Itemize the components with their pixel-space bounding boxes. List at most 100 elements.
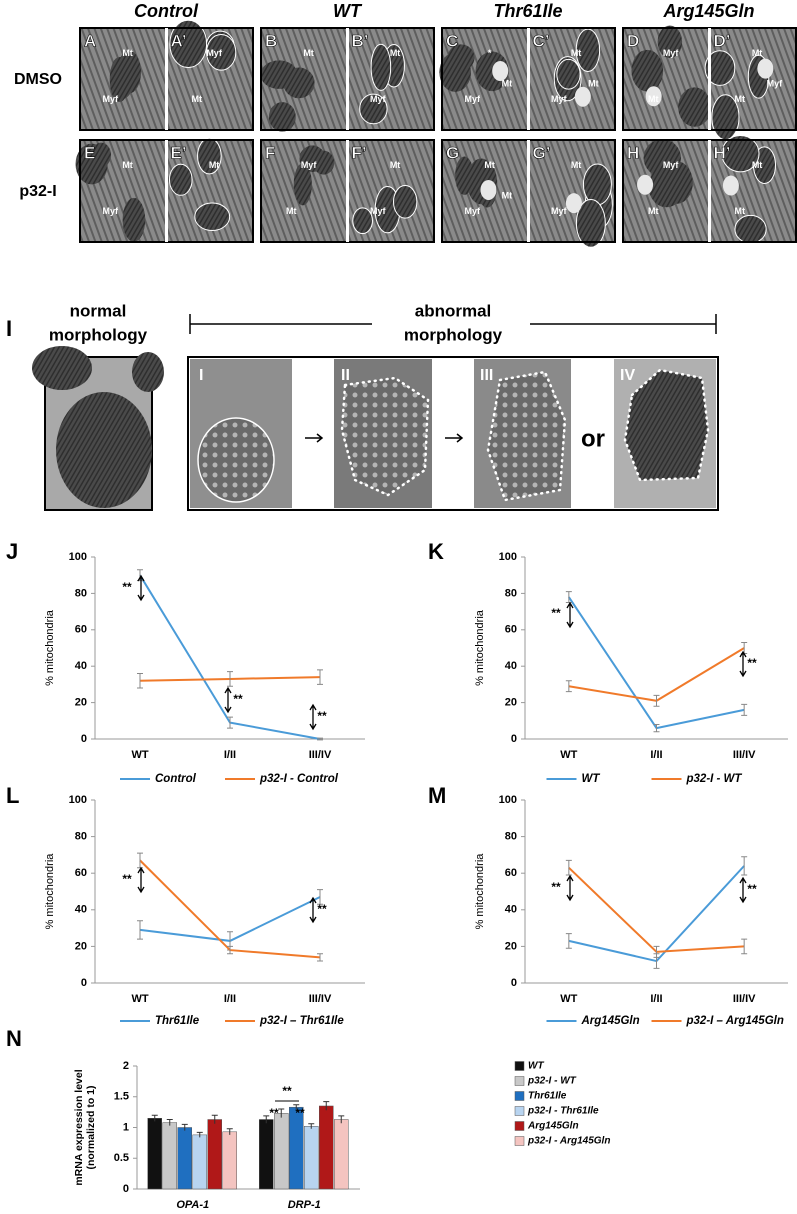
y-tick-label: 20 [505,697,517,709]
structure-label: Mt [502,78,513,88]
micrograph-grid: Control WT Thr61Ile Arg145Gln DMSO p32-I A Mt My… [14,1,797,248]
panel-letter: A [84,31,96,50]
panel-letter: C’ [533,31,550,50]
y-tick-label: 60 [75,624,87,636]
mitochondrion [194,202,231,232]
structure-label: Mt [286,206,297,216]
y-tick-label: 100 [499,794,517,806]
y-tick-label: 40 [505,904,517,916]
mitochondrion [556,58,581,90]
mitochondrion [122,197,146,242]
double-arrow [137,574,145,602]
double-arrow [566,874,574,902]
chart: N 0 0.5 1 1.5 2 OPA-1 DRP-1 mRNA expression leve… [6,1026,610,1211]
error-bar [317,953,323,962]
mitochondrion [439,52,471,92]
mitochondrion [575,28,601,72]
mitochondrion [268,102,296,132]
panel-letter: F’ [352,143,367,162]
structure-label: Mt [648,206,659,216]
column-header: WT [333,1,363,21]
structure-label: Mt [484,160,495,170]
x-tick-label: WT [131,993,148,1005]
chart: J 0 20 40 60 80 100 WT I/II III/IV % mitochondria C… [6,539,365,785]
structure-label: Mt [122,48,133,58]
error-bar [211,1114,218,1124]
error-bar [196,1131,203,1138]
micrograph: C’ Mt Myf Mt [441,27,616,131]
error-bar [317,737,323,741]
mitochondrion [352,207,373,235]
annotation: ** [317,709,327,723]
x-tick-label: I/II [224,749,236,761]
error-bar [308,1123,315,1129]
structure-label: Mt [735,94,746,104]
double-arrow [309,703,317,731]
stage-label: III [480,367,493,384]
legend-label: p32-I - WT [686,773,743,785]
y-tick-label: 80 [505,831,517,843]
structure-label: Myf [206,48,223,58]
y-tick-label: 1.5 [114,1091,129,1103]
legend-label: p32-I - WT [527,1076,577,1087]
mitochondrion [370,43,392,91]
error-bar [278,1108,285,1118]
bar [162,1122,177,1190]
error-bar [137,920,143,940]
y-tick-label: 0 [123,1183,129,1195]
y-axis-label: % mitochondria [474,609,486,686]
x-tick-label: III/IV [733,749,756,761]
error-bar [227,716,233,729]
x-tick-label: III/IV [309,749,332,761]
structure-label: Myf [551,94,568,104]
column-header: Thr61Ile [493,1,562,21]
mitochondrion [168,163,193,196]
legend-label: Arg145Gln [527,1121,579,1132]
structure-label: Mt [390,48,401,58]
column-header: Arg145Gln [662,1,754,21]
mitochondrion [678,87,712,127]
x-tick-label: WT [560,993,577,1005]
panel-letter: J [6,539,18,564]
error-bar [653,694,660,707]
structure-label: Mt [752,160,763,170]
panel-letter: H [627,143,639,162]
structure-label: Mt [122,160,133,170]
structure-label: Myf [301,160,318,170]
y-axis-label: (normalized to 1) [85,1085,97,1169]
error-bar [166,1119,173,1126]
error-bar [323,1101,330,1111]
error-bar [137,672,143,689]
panel-letter: G’ [533,143,551,162]
annotation: ** [747,882,757,896]
error-bar [293,1104,300,1110]
y-tick-label: 100 [499,551,517,563]
error-bar [741,856,748,876]
y-tick-label: 0 [511,733,517,745]
morphology-panel: I normal morphology abnormal morphology … [6,301,719,511]
annotation: ** [122,872,132,886]
mitochondrion [206,33,237,71]
micrograph: G Mt Myf Mt [442,140,529,242]
structure-label: Mt [588,78,599,88]
mitochondrion [91,142,112,168]
x-tick-label: III/IV [309,993,332,1005]
connector: or [581,425,605,452]
error-bar [317,669,323,685]
double-arrow [309,896,317,924]
structure-label: Myf [465,206,482,216]
abnormal-label: morphology [404,325,503,344]
legend-label: Arg145Gln [581,1015,640,1027]
bar [319,1105,334,1190]
mitochondrion [575,198,606,248]
annotation: ** [282,1084,292,1098]
panel-letter: B’ [352,31,369,50]
x-tick-label: WT [131,749,148,761]
y-tick-label: 40 [75,660,87,672]
structure-label: Mt [648,94,659,104]
legend-swatch [514,1136,525,1146]
panel-letter: M [428,783,446,808]
mitochondrion [197,417,275,503]
